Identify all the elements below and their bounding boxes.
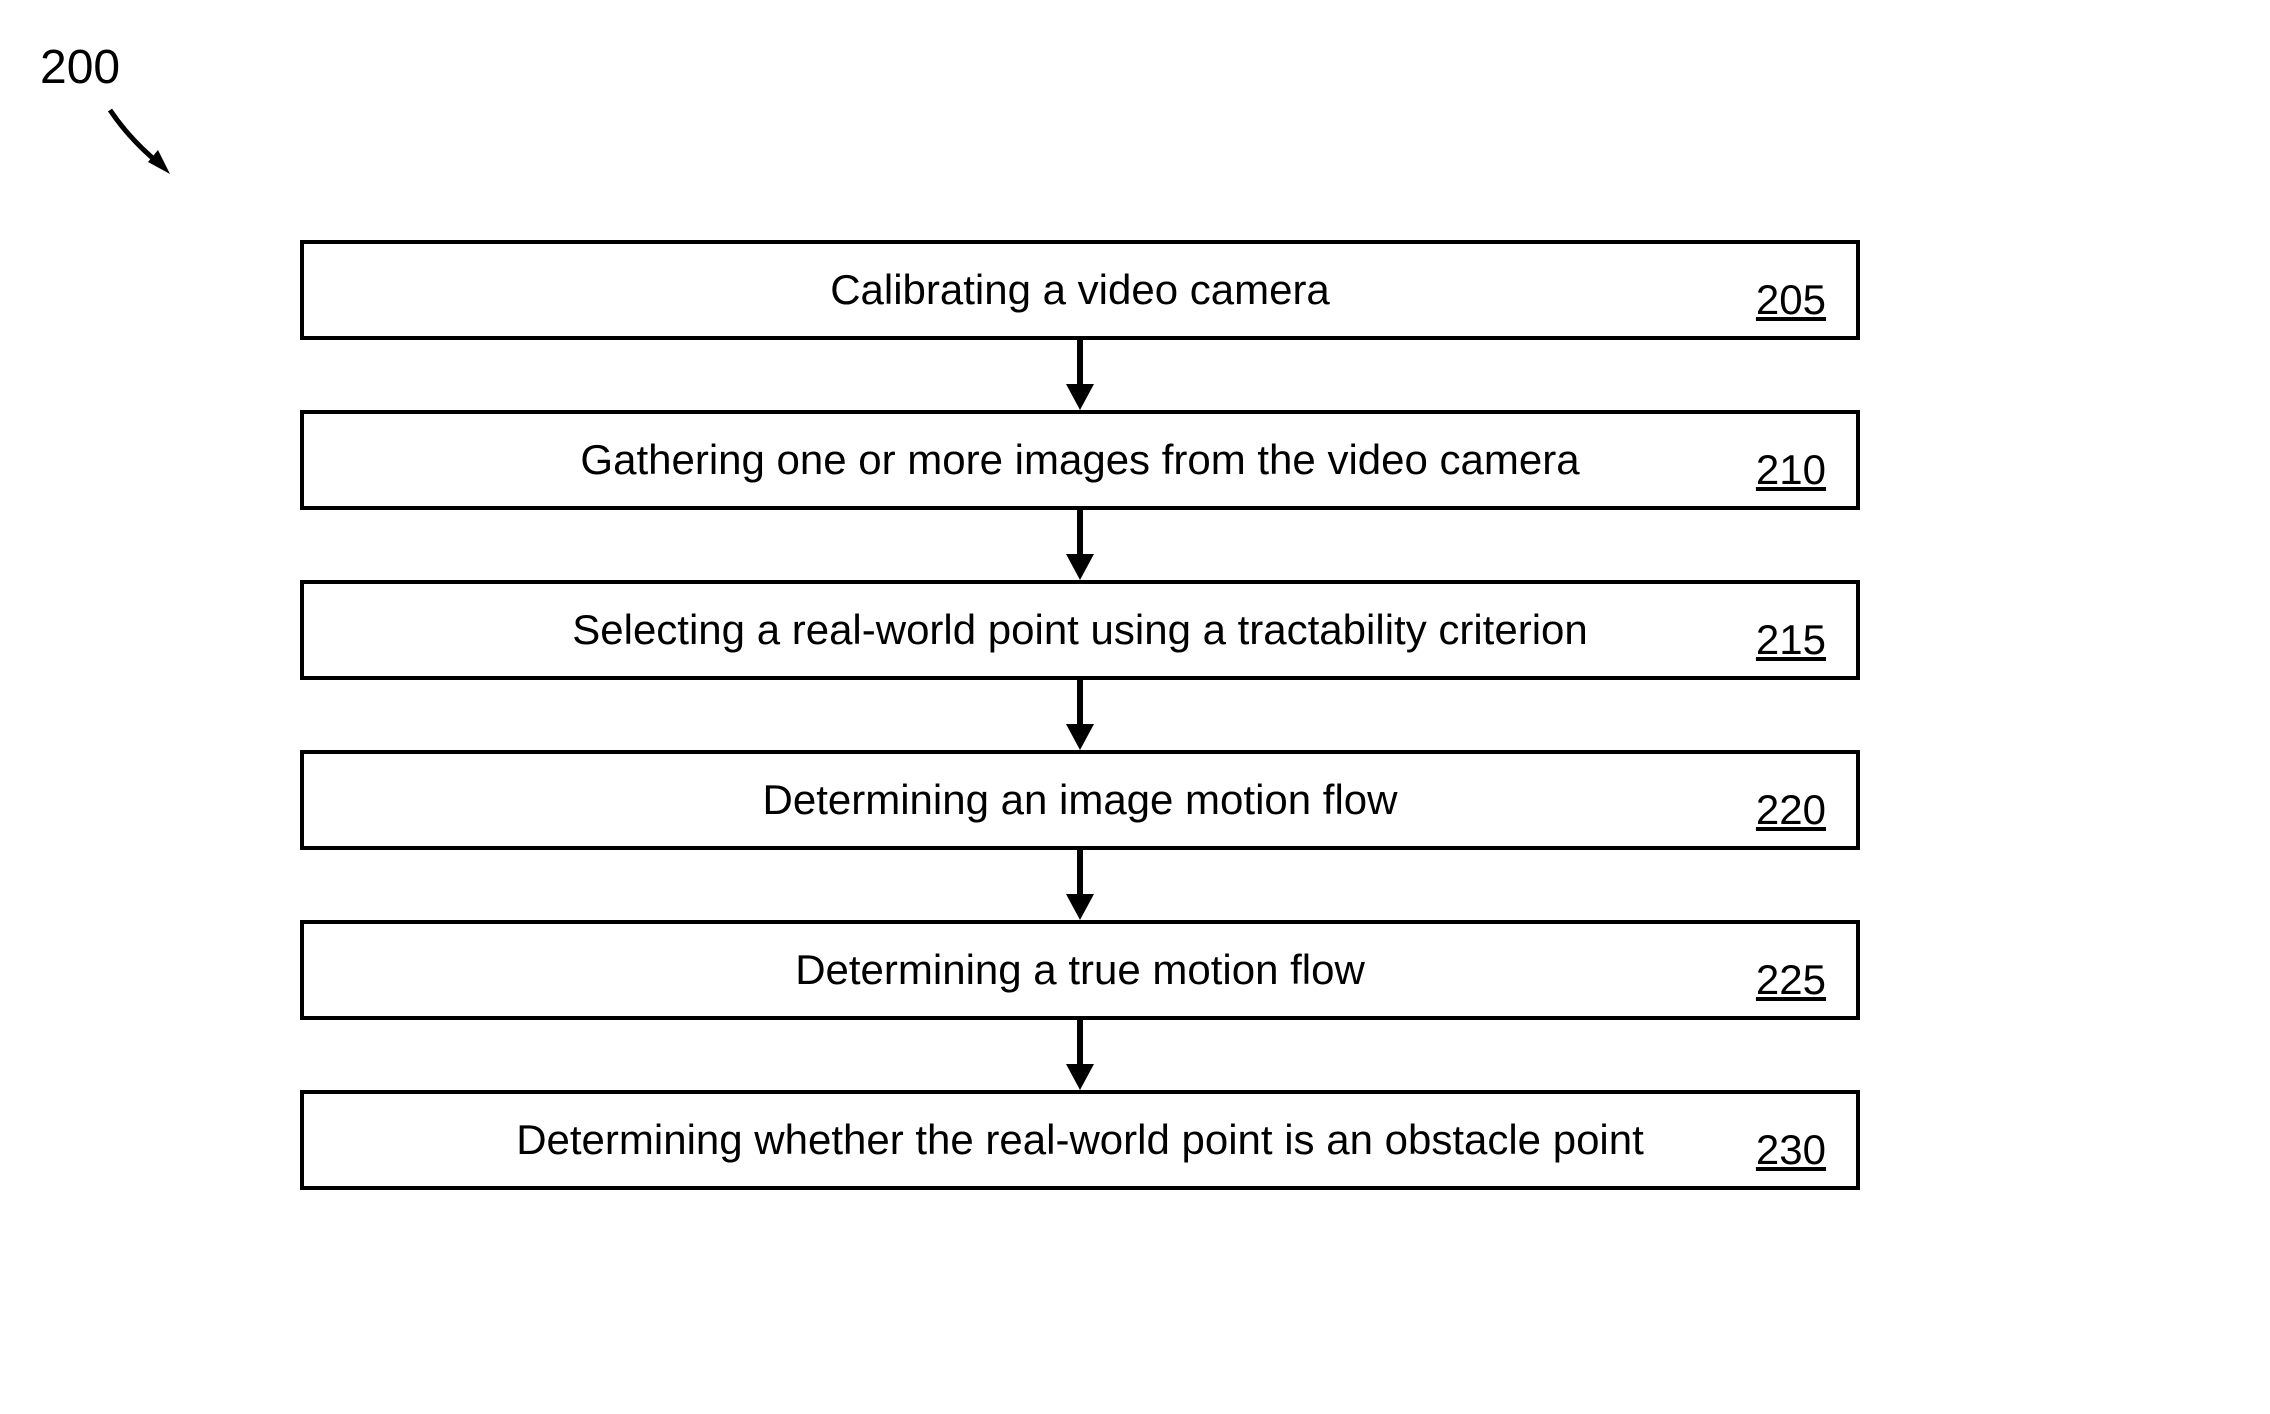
flow-step-text: Determining whether the real-world point…: [516, 1116, 1644, 1164]
flow-step-box: Selecting a real-world point using a tra…: [300, 580, 1860, 680]
flow-step-text: Calibrating a video camera: [830, 266, 1330, 314]
figure-indicator-arrow: [100, 100, 190, 195]
flow-step-number: 205: [1756, 276, 1826, 324]
flow-step-box: Determining an image motion flow 220: [300, 750, 1860, 850]
flow-connector-arrow: [300, 510, 1860, 580]
flow-step-box: Determining whether the real-world point…: [300, 1090, 1860, 1190]
flow-step-number: 215: [1756, 616, 1826, 664]
flow-step-number: 230: [1756, 1126, 1826, 1174]
flow-step-text: Determining an image motion flow: [763, 776, 1398, 824]
flow-step-text: Selecting a real-world point using a tra…: [572, 606, 1588, 654]
flow-step-number: 225: [1756, 956, 1826, 1004]
flow-step-box: Determining a true motion flow 225: [300, 920, 1860, 1020]
flow-connector-arrow: [300, 340, 1860, 410]
flow-step-number: 210: [1756, 446, 1826, 494]
flow-step-text: Determining a true motion flow: [795, 946, 1365, 994]
flow-step-box: Gathering one or more images from the vi…: [300, 410, 1860, 510]
flow-connector-arrow: [300, 680, 1860, 750]
flow-step-box: Calibrating a video camera 205: [300, 240, 1860, 340]
flow-step-number: 220: [1756, 786, 1826, 834]
flow-connector-arrow: [300, 1020, 1860, 1090]
figure-number-label: 200: [40, 40, 120, 95]
flow-step-text: Gathering one or more images from the vi…: [580, 436, 1579, 484]
flow-connector-arrow: [300, 850, 1860, 920]
flowchart: Calibrating a video camera 205 Gathering…: [300, 240, 1860, 1190]
